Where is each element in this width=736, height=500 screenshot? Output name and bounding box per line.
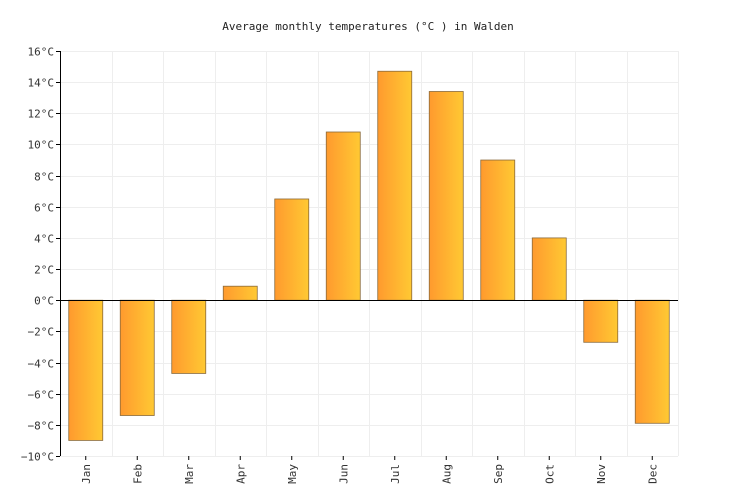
bar-mar [171, 299, 207, 374]
x-tick-label: Dec [646, 464, 659, 484]
x-tick-label: Jul [389, 464, 402, 484]
bars [68, 70, 670, 441]
x-tick-label: Jun [337, 464, 350, 484]
y-tick-label: 4°C [34, 233, 54, 246]
axes [60, 51, 678, 456]
y-axis-ticks: 16°C 14°C 12°C 10°C 8°C 6°C 4°C 2°C 0°C −2°C −4°C −… [21, 46, 60, 464]
y-tick-label: 16°C [28, 46, 55, 59]
x-tick-label: Sep [492, 464, 505, 484]
y-tick-label: 8°C [34, 171, 54, 184]
y-tick-label: 14°C [28, 77, 55, 90]
x-tick-label: May [286, 464, 299, 484]
y-tick-label: 10°C [28, 139, 55, 152]
grid-lines [60, 51, 679, 457]
bar-oct [531, 237, 567, 301]
y-tick-label: 0°C [34, 295, 54, 308]
bar-may [274, 198, 310, 301]
bar-jan [68, 299, 104, 441]
bar-jun [325, 131, 361, 301]
y-tick-label: −8°C [28, 420, 55, 433]
bar-dec [634, 299, 670, 424]
bar-aug [428, 91, 464, 301]
bar-sep [480, 159, 516, 301]
bar-feb [119, 299, 155, 416]
bar-jul [377, 70, 413, 301]
x-tick-label: Feb [131, 464, 144, 484]
x-axis-ticks: Jan Feb Mar Apr May Jun Jul Aug Sep Oct Nov Dec [80, 456, 659, 484]
x-tick-label: Apr [234, 464, 247, 484]
y-tick-label: 6°C [34, 202, 54, 215]
y-tick-label: 2°C [34, 264, 54, 277]
x-tick-label: Mar [183, 464, 196, 484]
y-tick-label: −4°C [28, 358, 55, 371]
y-tick-label: −6°C [28, 389, 55, 402]
y-tick-label: −2°C [28, 326, 55, 339]
x-tick-label: Jan [80, 464, 93, 484]
y-tick-label: −10°C [21, 451, 54, 464]
x-tick-label: Nov [595, 464, 608, 484]
bar-apr [222, 285, 258, 301]
bar-nov [583, 299, 619, 343]
chart-title: Average monthly temperatures (°C ) in Wa… [222, 20, 513, 33]
y-tick-label: 12°C [28, 108, 55, 121]
x-tick-label: Aug [440, 464, 453, 484]
x-tick-label: Oct [543, 464, 556, 484]
